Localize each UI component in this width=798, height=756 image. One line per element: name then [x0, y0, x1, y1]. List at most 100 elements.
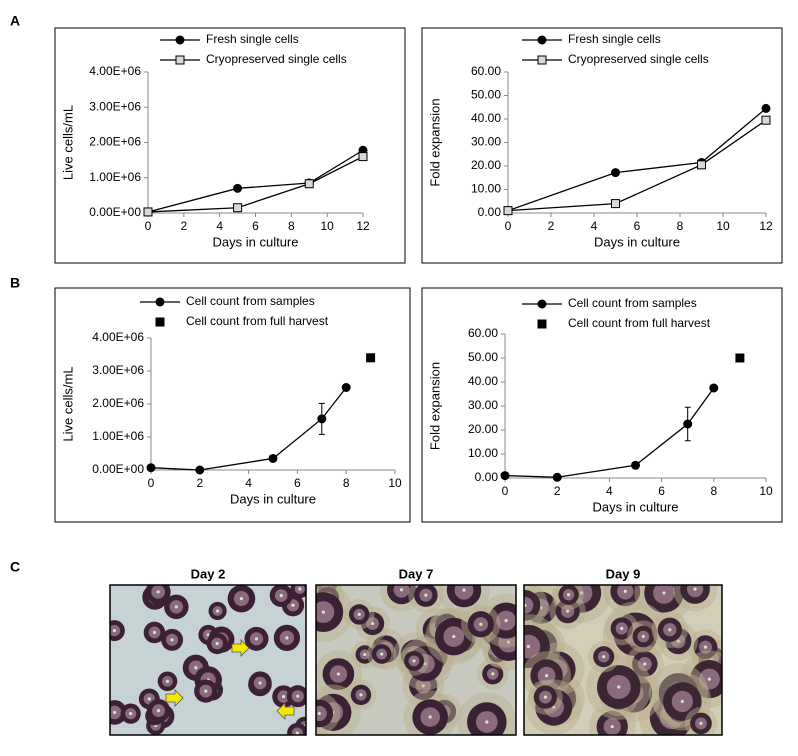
cell-center: [668, 628, 672, 632]
x-tick-label: 8: [677, 219, 684, 233]
cell-center: [370, 621, 375, 626]
cell-center: [428, 715, 432, 719]
y-tick-label: 0.00E+00: [89, 205, 141, 219]
x-tick-label: 0: [148, 476, 155, 490]
micrograph: [316, 585, 516, 735]
marker: [358, 152, 368, 162]
cell-center: [506, 640, 511, 644]
cell-center: [359, 693, 363, 697]
cell-center: [399, 588, 404, 592]
cell-center: [156, 709, 161, 713]
x-tick-label: 10: [320, 219, 334, 233]
x-tick-label: 2: [554, 484, 561, 498]
x-tick-label: 4: [216, 219, 223, 233]
cell-center: [215, 609, 220, 613]
micrograph: [110, 585, 306, 735]
x-axis-label: Days in culture: [594, 234, 680, 249]
cell-center: [539, 606, 543, 610]
x-tick-label: 0: [502, 484, 509, 498]
cell-center: [421, 684, 425, 688]
chart-frame: [421, 287, 783, 523]
marker: [537, 319, 547, 329]
y-tick-label: 3.00E+06: [92, 363, 144, 377]
y-axis-label: Live cells/mL: [60, 366, 75, 441]
panel-label: B: [10, 275, 20, 291]
marker: [537, 55, 547, 65]
cell-center: [321, 610, 325, 614]
x-tick-label: 4: [606, 484, 613, 498]
cell-center: [566, 593, 571, 597]
cell-center: [424, 593, 428, 597]
marker: [268, 453, 278, 463]
x-tick-label: 10: [388, 476, 402, 490]
cell-center: [204, 689, 208, 693]
cell-center: [504, 618, 508, 623]
y-tick-label: 60.00: [471, 64, 501, 78]
x-tick-label: 2: [196, 476, 203, 490]
cell-center: [239, 596, 244, 601]
x-tick-label: 8: [288, 219, 295, 233]
micrograph-bg: [110, 585, 306, 735]
cell-center: [147, 697, 151, 701]
cell-center: [693, 587, 697, 591]
legend-label: Cell count from samples: [186, 294, 315, 308]
y-tick-label: 10.00: [468, 446, 498, 460]
x-tick-label: 2: [180, 219, 187, 233]
cell-center: [254, 637, 259, 641]
cell-center: [479, 622, 483, 626]
cell-center: [526, 644, 531, 649]
marker: [709, 383, 719, 393]
cell-center: [156, 590, 160, 594]
marker: [146, 463, 156, 473]
cell-center: [566, 609, 570, 613]
cell-center: [452, 634, 456, 639]
marker: [631, 460, 640, 470]
x-axis-label: Days in culture: [213, 234, 299, 249]
marker: [503, 206, 513, 216]
cell-center: [113, 710, 117, 715]
marker: [761, 115, 771, 125]
marker: [761, 103, 771, 113]
cell-center: [336, 672, 341, 676]
y-tick-label: 40.00: [471, 111, 501, 125]
marker: [611, 199, 620, 209]
cell-center: [363, 652, 367, 657]
y-tick-label: 1.00E+06: [92, 429, 144, 443]
cell-center: [279, 593, 283, 598]
cell-core: [316, 705, 327, 722]
cell-center: [699, 721, 703, 726]
x-axis-label: Days in culture: [230, 491, 316, 506]
marker: [304, 179, 314, 189]
cell-center: [298, 587, 302, 591]
y-tick-label: 2.00E+06: [89, 135, 141, 149]
y-tick-label: 40.00: [468, 374, 498, 388]
marker: [175, 35, 185, 45]
y-tick-label: 20.00: [468, 422, 498, 436]
cell-center: [258, 681, 262, 685]
marker: [537, 35, 547, 45]
marker: [175, 55, 185, 65]
cell-core: [524, 596, 534, 614]
cell-center: [174, 605, 178, 609]
x-tick-label: 10: [716, 219, 730, 233]
legend-label: Cell count from full harvest: [186, 314, 329, 328]
y-axis-label: Live cells/mL: [60, 105, 75, 180]
chart-frame: [54, 287, 411, 523]
series-line: [147, 149, 364, 213]
marker: [195, 465, 205, 475]
legend-label: Cryopreserved single cells: [206, 52, 347, 66]
marker: [143, 207, 153, 217]
micrograph: [524, 585, 722, 735]
marker: [500, 471, 510, 481]
marker: [233, 203, 243, 213]
cell-center: [617, 685, 621, 689]
y-tick-label: 3.00E+06: [89, 99, 141, 113]
cell-core: [524, 634, 541, 659]
x-axis-label: Days in culture: [593, 499, 679, 514]
legend-label: Cryopreserved single cells: [568, 52, 709, 66]
marker: [155, 297, 165, 307]
y-tick-label: 50.00: [471, 88, 501, 102]
cell-center: [676, 639, 680, 643]
x-tick-label: 8: [710, 484, 717, 498]
